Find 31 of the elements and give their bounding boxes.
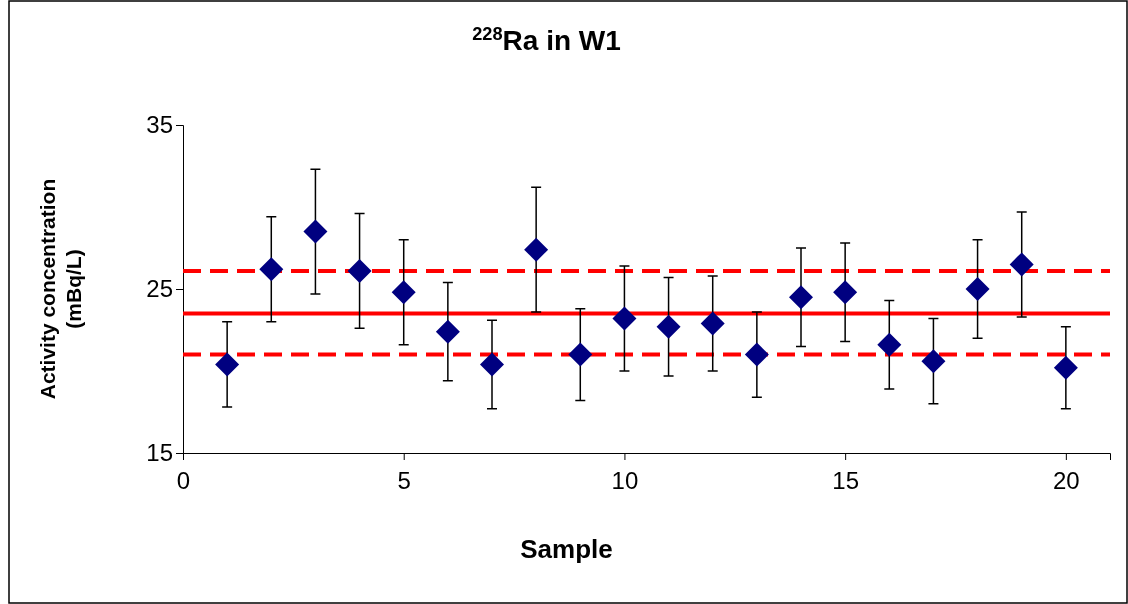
x-tick-label: 10: [611, 467, 639, 495]
y-tick-label: 15: [146, 439, 173, 467]
point: [303, 219, 328, 244]
point: [259, 257, 284, 282]
point: [789, 285, 813, 310]
point: [656, 314, 681, 339]
point: [1053, 355, 1078, 380]
x-tick-label: 20: [1053, 467, 1080, 495]
point: [877, 332, 902, 357]
point: [612, 306, 637, 331]
point: [1009, 252, 1034, 277]
chart-title: $^{228}$Ra in W1: [472, 24, 621, 56]
point: [700, 311, 725, 336]
y-axis-title: Activity concentration (mBq/L): [36, 178, 86, 400]
point: [391, 280, 416, 305]
x-tick-label: 5: [397, 467, 411, 495]
y-tick-label: 25: [146, 275, 173, 303]
x-tick-label: 0: [176, 467, 191, 495]
point: [921, 349, 946, 374]
point: [480, 352, 504, 377]
point: [568, 342, 593, 367]
point: [965, 277, 990, 301]
point: [833, 280, 858, 305]
point: [435, 319, 460, 344]
point: [347, 258, 372, 283]
point: [744, 342, 769, 367]
point: [215, 352, 240, 377]
x-tick-label: 15: [832, 467, 859, 495]
y-tick-label: 35: [146, 111, 173, 139]
x-axis-title: Sample: [520, 534, 613, 564]
point: [524, 237, 549, 262]
